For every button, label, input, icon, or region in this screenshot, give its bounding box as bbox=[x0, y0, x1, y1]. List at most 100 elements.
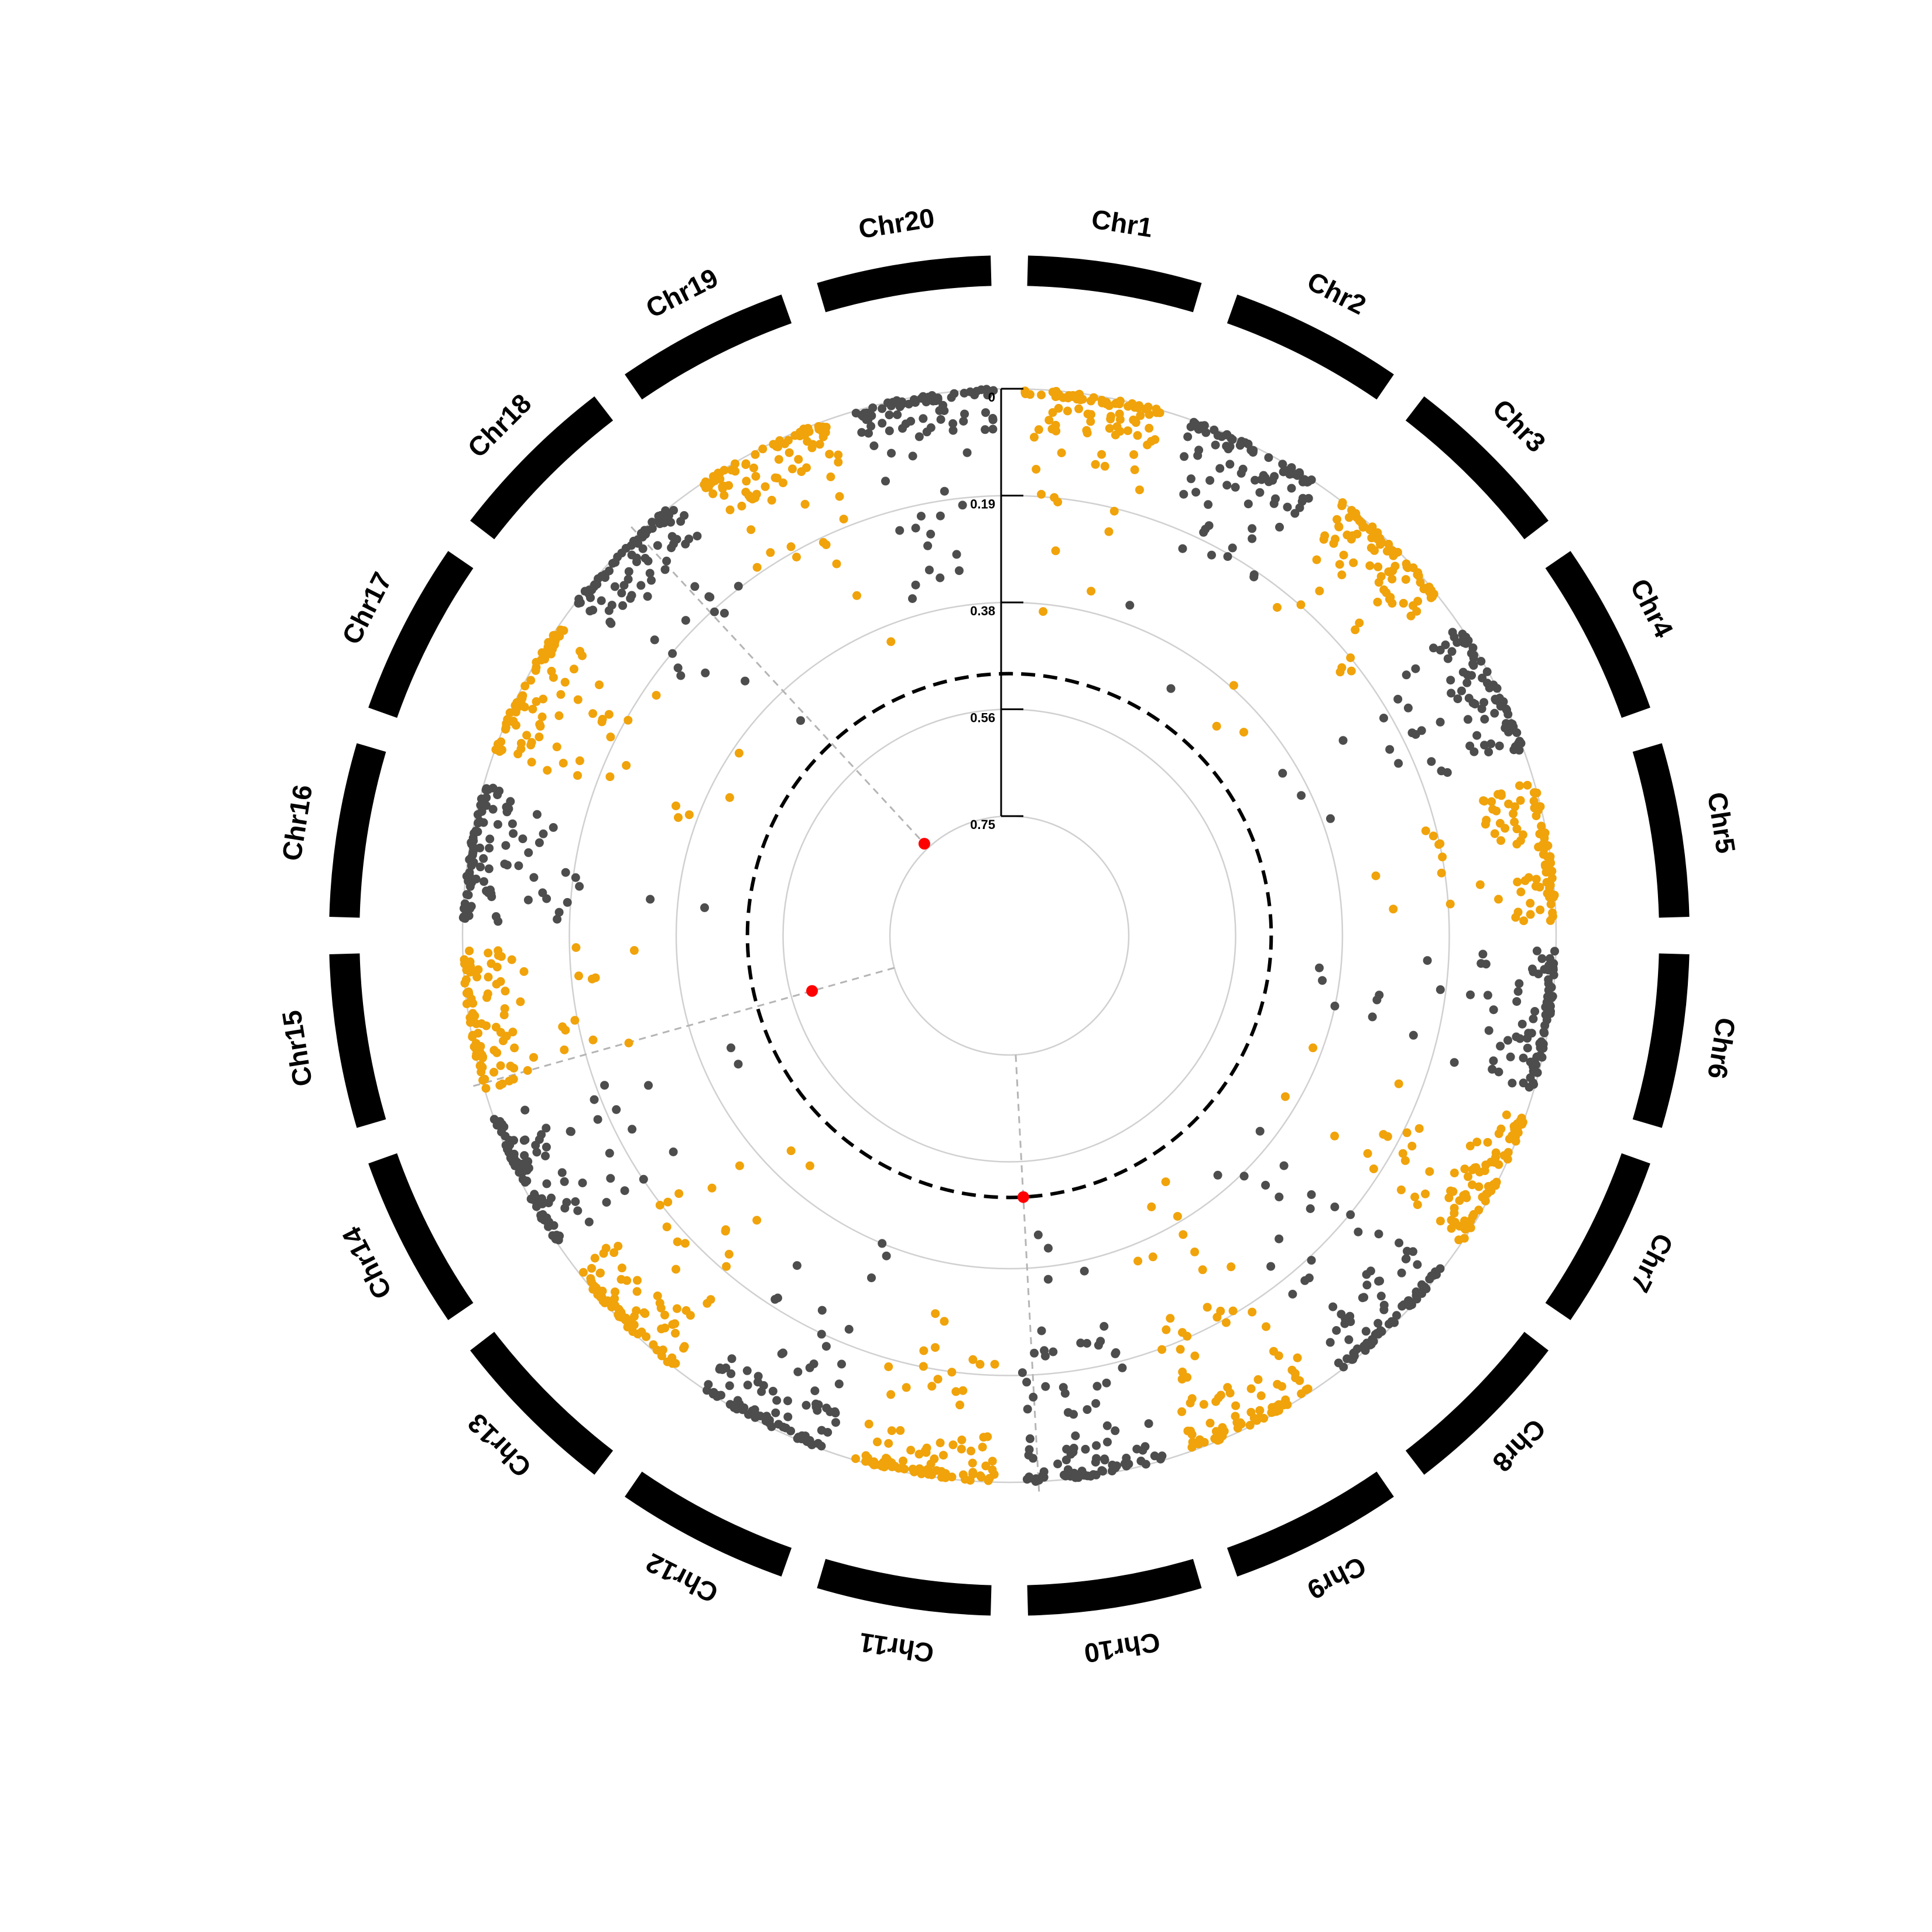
data-point bbox=[542, 1123, 551, 1133]
data-point bbox=[1393, 694, 1403, 704]
data-point bbox=[509, 829, 518, 838]
data-point bbox=[1227, 1262, 1236, 1272]
data-point bbox=[1461, 639, 1471, 648]
data-point bbox=[1223, 1383, 1232, 1392]
data-point bbox=[681, 616, 690, 625]
data-point bbox=[1536, 905, 1545, 914]
data-point bbox=[1373, 597, 1382, 607]
data-point bbox=[557, 1168, 567, 1177]
data-point bbox=[916, 512, 926, 521]
data-point bbox=[1394, 1079, 1403, 1088]
data-point bbox=[1429, 590, 1438, 599]
data-point bbox=[1251, 475, 1260, 485]
data-point bbox=[496, 1027, 505, 1037]
data-point bbox=[1204, 500, 1213, 509]
data-point bbox=[1228, 543, 1237, 553]
data-point bbox=[804, 427, 814, 436]
data-point bbox=[1472, 731, 1482, 740]
data-point bbox=[1458, 667, 1468, 677]
data-point bbox=[772, 474, 782, 483]
data-point bbox=[643, 556, 653, 566]
data-point bbox=[1413, 1260, 1422, 1269]
data-point bbox=[1398, 1149, 1407, 1158]
data-point bbox=[1053, 498, 1063, 506]
data-point bbox=[560, 1177, 569, 1186]
data-point bbox=[1465, 1141, 1475, 1150]
data-point bbox=[1409, 1030, 1418, 1040]
data-point bbox=[1275, 1234, 1284, 1244]
data-point bbox=[826, 472, 835, 481]
data-point bbox=[588, 605, 598, 615]
data-point bbox=[710, 607, 719, 616]
data-point bbox=[1450, 1208, 1459, 1218]
data-point bbox=[821, 1342, 831, 1351]
data-point bbox=[1186, 1398, 1195, 1407]
data-point bbox=[988, 415, 998, 424]
data-point bbox=[851, 409, 861, 418]
data-point bbox=[1479, 797, 1489, 806]
points-chr7 bbox=[1280, 1043, 1527, 1245]
data-point bbox=[499, 1036, 508, 1046]
data-point bbox=[620, 1186, 629, 1195]
data-point bbox=[1446, 676, 1455, 685]
data-point bbox=[888, 1462, 897, 1471]
data-point bbox=[1547, 873, 1557, 883]
data-point bbox=[857, 428, 866, 437]
data-point bbox=[461, 975, 471, 984]
data-point bbox=[958, 1386, 968, 1395]
data-point bbox=[1329, 539, 1338, 548]
data-point bbox=[1198, 1265, 1207, 1275]
data-point bbox=[527, 758, 536, 767]
data-point bbox=[1025, 1434, 1034, 1443]
data-point bbox=[520, 1135, 530, 1145]
data-point bbox=[1124, 1460, 1133, 1469]
data-point bbox=[704, 481, 712, 489]
data-point bbox=[1540, 828, 1550, 838]
chromosome-label-chr14: Chr14 bbox=[335, 1222, 398, 1304]
data-point bbox=[1544, 979, 1553, 988]
chromosome-label-chr11: Chr11 bbox=[857, 1627, 936, 1669]
data-point bbox=[660, 565, 670, 574]
data-point bbox=[471, 1039, 481, 1048]
data-point bbox=[560, 677, 570, 687]
data-point bbox=[1279, 1161, 1289, 1170]
data-point bbox=[494, 946, 503, 955]
data-point bbox=[1273, 603, 1282, 612]
data-point bbox=[603, 1296, 612, 1306]
data-point bbox=[1379, 1300, 1389, 1310]
data-point bbox=[1347, 1355, 1356, 1364]
data-point bbox=[951, 1387, 961, 1396]
data-point bbox=[520, 1105, 530, 1115]
data-point bbox=[1326, 814, 1335, 823]
data-point bbox=[1062, 1444, 1071, 1454]
data-point bbox=[508, 819, 517, 828]
threshold-circle bbox=[745, 672, 1273, 1200]
data-point bbox=[1269, 1347, 1278, 1356]
grid-circle bbox=[675, 601, 1344, 1270]
data-point bbox=[1032, 465, 1041, 474]
data-point bbox=[541, 1152, 550, 1160]
data-point bbox=[1332, 515, 1342, 524]
data-point bbox=[1395, 1238, 1404, 1248]
data-point bbox=[911, 580, 920, 590]
data-point bbox=[543, 642, 553, 652]
data-point bbox=[1491, 1180, 1500, 1189]
data-point bbox=[1157, 1345, 1167, 1354]
chromosome-ideogram-ring bbox=[329, 255, 1690, 1616]
points-chr12 bbox=[703, 1239, 891, 1451]
data-point bbox=[668, 1320, 677, 1329]
significant-point-chr15 bbox=[806, 985, 818, 997]
points-chr6 bbox=[1315, 946, 1559, 1092]
data-point bbox=[720, 465, 729, 475]
data-point bbox=[632, 1287, 642, 1296]
data-point bbox=[1390, 561, 1400, 571]
data-point bbox=[1303, 1384, 1313, 1393]
data-point bbox=[499, 1010, 509, 1020]
data-point bbox=[1275, 522, 1284, 532]
data-point bbox=[1367, 533, 1376, 543]
data-point bbox=[821, 540, 831, 549]
data-point bbox=[482, 993, 491, 1002]
data-point bbox=[869, 1460, 879, 1469]
data-point bbox=[1255, 1406, 1265, 1415]
data-point bbox=[952, 550, 961, 559]
